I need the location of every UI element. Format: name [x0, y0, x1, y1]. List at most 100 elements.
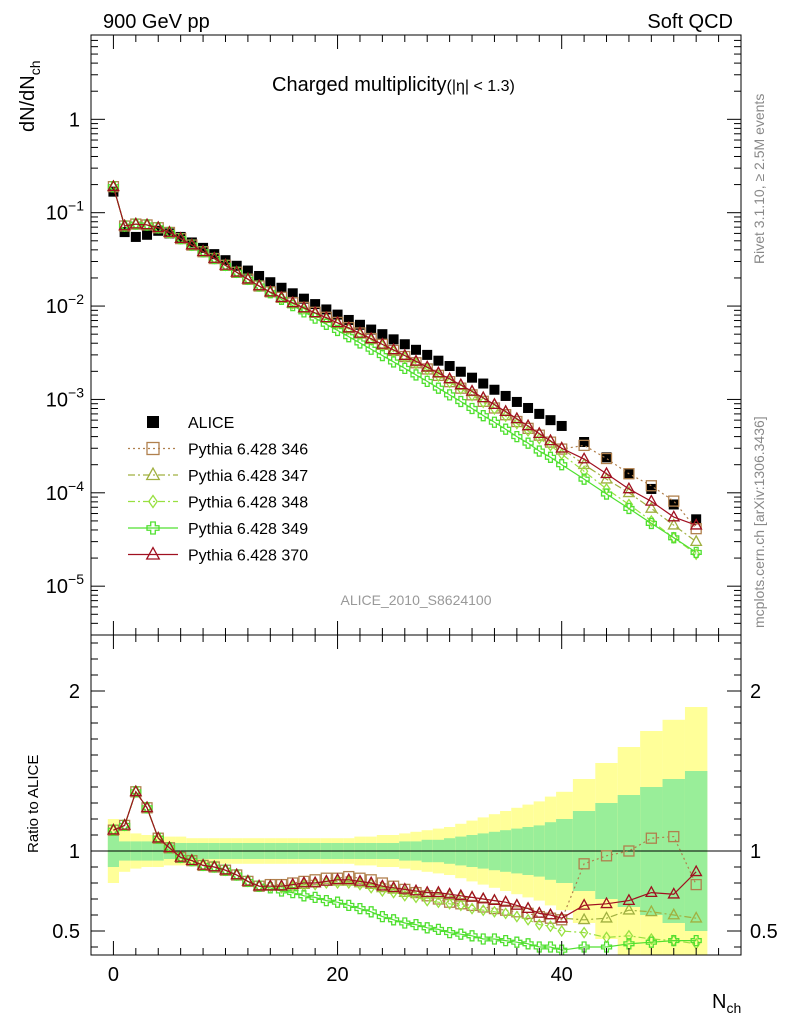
main-point	[275, 293, 288, 306]
ratio-frame	[90, 634, 742, 956]
main-ylabel-sub: ch	[27, 61, 43, 76]
ratio-point	[320, 894, 332, 907]
ratio-point	[600, 850, 613, 862]
chart-title: Charged multiplicity(|η| < 1.3)	[272, 74, 515, 96]
main-point	[388, 334, 399, 345]
main-point	[511, 430, 523, 443]
main-point	[365, 343, 377, 355]
main-point	[456, 382, 466, 395]
main-point	[130, 231, 141, 242]
ratio-series-4	[107, 784, 703, 923]
ratio-xtick-label: 20	[326, 964, 348, 986]
main-point	[532, 426, 546, 439]
legend-label: ALICE	[188, 415, 234, 432]
ratio-point	[376, 879, 389, 891]
main-point	[489, 384, 500, 395]
main-point	[343, 331, 355, 343]
legend-label: Pythia 6.428 348	[188, 495, 308, 512]
ratio-point	[500, 934, 512, 947]
ratio-point	[319, 874, 333, 886]
main-point	[366, 324, 377, 335]
main-point	[467, 372, 478, 383]
ratio-point	[354, 872, 366, 884]
ratio-point	[499, 895, 513, 907]
ratio-point	[443, 896, 456, 908]
main-point	[579, 465, 589, 478]
ratio-point	[421, 922, 433, 934]
main-point	[510, 411, 524, 424]
ratio-point	[512, 910, 522, 923]
ratio-point	[623, 938, 635, 950]
main-point	[579, 437, 590, 448]
main-point	[107, 179, 120, 192]
ratio-point	[488, 902, 501, 915]
ratio-point	[578, 941, 590, 953]
ratio-point	[118, 818, 131, 830]
main-point	[478, 378, 489, 389]
ratio-point	[544, 941, 557, 953]
main-point	[690, 546, 702, 559]
ratio-point	[308, 875, 322, 888]
ratio-point	[331, 896, 344, 908]
main-point	[164, 228, 175, 239]
ratio-ytick-label-right: 2	[750, 681, 761, 703]
main-ticks	[91, 34, 741, 636]
ratio-point	[409, 883, 423, 896]
main-point	[644, 501, 658, 513]
main-point	[185, 237, 199, 250]
main-series-layer	[107, 179, 703, 561]
main-point	[488, 397, 501, 410]
main-point	[490, 402, 499, 416]
ratio-point	[376, 910, 389, 923]
main-point	[364, 331, 378, 344]
main-point	[174, 231, 188, 243]
main-point	[263, 285, 277, 297]
ratio-point	[600, 941, 613, 953]
main-ytick-label: 1	[69, 109, 80, 131]
main-point	[533, 445, 545, 457]
ratio-ytick-label-right: 0.5	[750, 921, 778, 943]
main-point	[455, 366, 466, 377]
main-point	[252, 278, 266, 291]
ratio-point	[287, 886, 299, 899]
main-point	[544, 433, 557, 446]
legend-marker	[148, 494, 158, 509]
main-panel: 10−5 10−4 10−3 10−2 10−1 1 Charged multiplici…	[17, 34, 742, 636]
ratio-point	[578, 858, 590, 870]
main-point	[534, 408, 545, 419]
legend-marker	[145, 466, 161, 481]
main-point	[186, 237, 197, 248]
main-point	[476, 390, 490, 403]
ratio-point	[443, 926, 456, 939]
main-ytick-label: 10−1	[46, 198, 84, 225]
main-point	[265, 277, 276, 288]
main-point	[320, 318, 332, 330]
ratio-point	[432, 923, 445, 936]
main-point	[500, 390, 511, 401]
ratio-point	[376, 877, 389, 889]
ratio-point	[333, 876, 342, 890]
legend-marker	[145, 546, 161, 560]
ratio-point	[511, 936, 523, 948]
ratio-ticklabels: 0.5 0.51 12 20 20 40	[52, 681, 778, 986]
main-point	[198, 242, 209, 253]
ratio-point	[623, 845, 635, 857]
ratio-point	[644, 885, 658, 897]
ratio-point	[445, 897, 454, 910]
ratio-point	[185, 853, 199, 865]
ratio-point	[342, 872, 356, 885]
ratio-point	[533, 941, 545, 953]
ratio-point	[544, 907, 557, 920]
main-point	[421, 375, 433, 388]
ratio-point	[465, 890, 479, 902]
chart-title-cut: (|η| < 1.3)	[447, 78, 515, 95]
ratio-point	[577, 912, 591, 925]
ratio-point	[477, 933, 489, 945]
ratio-point	[523, 913, 533, 926]
main-point	[118, 218, 131, 231]
main-point	[668, 532, 680, 544]
legend-item-3: Pythia 6.428 348	[128, 494, 308, 512]
main-point	[645, 517, 657, 530]
main-point	[600, 488, 613, 500]
